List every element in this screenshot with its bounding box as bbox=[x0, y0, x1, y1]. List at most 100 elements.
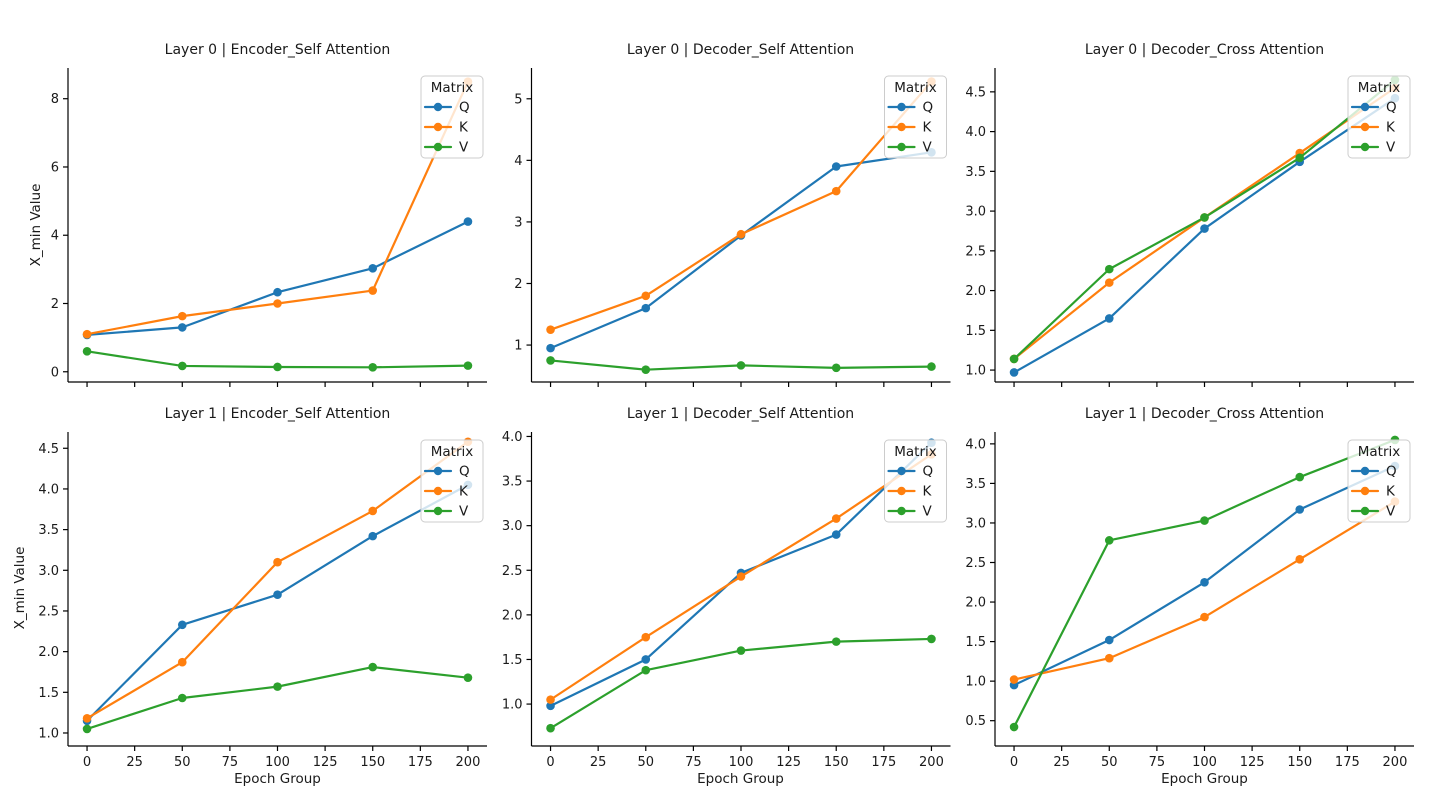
subplot-title-layer0-decoder-self: Layer 0 | Decoder_Self Attention bbox=[626, 42, 855, 58]
y-tick-label: 0.5 bbox=[965, 714, 986, 729]
y-tick-label: 4.5 bbox=[965, 85, 986, 100]
marker-K bbox=[82, 714, 92, 723]
marker-V bbox=[831, 637, 841, 646]
legend-marker-V bbox=[433, 142, 443, 152]
marker-K bbox=[82, 329, 92, 339]
x-tick-label: 50 bbox=[1101, 755, 1118, 770]
subplot-3: 1.0 1.5 2.0 2.5 3.0 3.5 4.0 4.5 0 25 50 75 100 125 150… bbox=[38, 432, 487, 770]
marker-K bbox=[177, 657, 187, 667]
x-tick-label: 200 bbox=[456, 755, 481, 770]
line-Q bbox=[549, 151, 933, 350]
line-K bbox=[1012, 86, 1397, 361]
legend-label-V: V bbox=[1386, 140, 1396, 156]
x-tick-label: 75 bbox=[1149, 755, 1166, 770]
y-tick-label: 3.5 bbox=[38, 523, 59, 538]
line-K bbox=[85, 440, 470, 720]
x-tick-label: 175 bbox=[871, 755, 896, 770]
y-tick-label: 4 bbox=[51, 229, 59, 244]
x-tick-label: 175 bbox=[1335, 755, 1360, 770]
x-tick-label: 0 bbox=[546, 755, 554, 770]
x-tick-label: 75 bbox=[222, 755, 239, 770]
y-tick-label: 1 bbox=[514, 339, 522, 354]
legend-title: Matrix bbox=[431, 444, 474, 460]
y-tick-label: 5 bbox=[514, 92, 522, 107]
y-tick-label: 4.0 bbox=[38, 482, 59, 497]
legend-title: Matrix bbox=[1358, 80, 1401, 96]
y-tick-label: 1.0 bbox=[965, 364, 986, 379]
marker-V bbox=[1200, 516, 1209, 525]
marker-K bbox=[273, 299, 282, 308]
x-tick-label: 100 bbox=[265, 755, 290, 770]
marker-V bbox=[273, 362, 282, 372]
x-tick-label: 200 bbox=[919, 755, 944, 770]
marker-K bbox=[546, 325, 555, 334]
subplot-4: 1.0 1.5 2.0 2.5 3.0 3.5 4.0 0 25 50 75 100 125 150 175… bbox=[502, 430, 951, 770]
marker-Q bbox=[1200, 577, 1209, 587]
marker-V bbox=[1295, 472, 1305, 482]
x-tick-label: 25 bbox=[590, 755, 607, 770]
subplot-1: 1 2 3 4 5 Matrix QKV bbox=[514, 68, 951, 387]
y-tick-label: 3.5 bbox=[965, 165, 986, 180]
x-axis-label-col1: Epoch Group bbox=[697, 771, 784, 787]
marker-Q bbox=[831, 162, 841, 171]
x-tick-label: 100 bbox=[1192, 755, 1217, 770]
legend-marker-Q bbox=[433, 466, 443, 476]
marker-V bbox=[1009, 354, 1019, 364]
y-tick-label: 3.0 bbox=[502, 519, 523, 534]
subplot-0: 0 2 4 6 8 Matrix QKV bbox=[51, 68, 487, 387]
marker-V bbox=[273, 682, 282, 691]
y-tick-label: 2.5 bbox=[38, 604, 59, 619]
marker-K bbox=[831, 514, 841, 523]
marker-K bbox=[368, 286, 378, 295]
legend-marker-K bbox=[897, 486, 906, 496]
marker-K bbox=[1200, 612, 1209, 622]
x-tick-label: 200 bbox=[1383, 755, 1408, 770]
marker-Q bbox=[1295, 505, 1305, 514]
marker-Q bbox=[1009, 368, 1019, 377]
x-tick-label: 50 bbox=[637, 755, 654, 770]
legend-label-Q: Q bbox=[459, 100, 470, 116]
legend-title: Matrix bbox=[894, 444, 937, 460]
x-axis-label-col2: Epoch Group bbox=[1161, 771, 1248, 787]
legend-label-Q: Q bbox=[459, 464, 470, 480]
marker-Q bbox=[368, 531, 378, 541]
marker-V bbox=[927, 362, 936, 371]
legend-marker-Q bbox=[897, 102, 906, 112]
marker-K bbox=[273, 557, 282, 567]
marker-V bbox=[82, 346, 92, 356]
x-tick-label: 150 bbox=[1287, 755, 1312, 770]
marker-V bbox=[1200, 213, 1209, 222]
y-tick-label: 1.5 bbox=[965, 324, 986, 339]
subplot-title-layer0-encoder-self: Layer 0 | Encoder_Self Attention bbox=[164, 42, 391, 58]
y-axis-label-row1: X_min Value bbox=[12, 546, 28, 630]
marker-V bbox=[927, 634, 936, 644]
marker-K bbox=[641, 632, 651, 642]
legend-marker-Q bbox=[433, 102, 443, 112]
marker-Q bbox=[641, 655, 651, 664]
legend-box bbox=[884, 75, 947, 159]
y-tick-label: 1.0 bbox=[38, 726, 59, 741]
legend-box bbox=[1347, 75, 1411, 159]
y-tick-label: 1.5 bbox=[502, 653, 523, 668]
line-Q bbox=[1012, 464, 1397, 687]
marker-Q bbox=[546, 343, 555, 353]
legend: Matrix QKV bbox=[1347, 439, 1411, 523]
legend-marker-V bbox=[433, 506, 443, 516]
legend-label-V: V bbox=[923, 140, 933, 156]
marker-V bbox=[546, 356, 555, 365]
y-tick-label: 1.5 bbox=[965, 635, 986, 650]
marker-V bbox=[177, 693, 187, 703]
marker-V bbox=[177, 361, 187, 371]
legend-label-Q: Q bbox=[923, 100, 934, 116]
subplot-5: 0.5 1.0 1.5 2.0 2.5 3.0 3.5 4.0 0 25 50 75 100 125 150… bbox=[965, 432, 1414, 770]
marker-Q bbox=[273, 590, 282, 599]
legend-label-K: K bbox=[459, 484, 469, 500]
legend-label-Q: Q bbox=[1386, 464, 1397, 480]
y-tick-label: 2 bbox=[514, 277, 522, 292]
legend: Matrix QKV bbox=[884, 75, 947, 159]
legend-marker-Q bbox=[897, 466, 906, 476]
legend-label-K: K bbox=[1386, 120, 1396, 136]
legend-label-V: V bbox=[459, 140, 469, 156]
legend-marker-K bbox=[1360, 122, 1370, 132]
y-tick-label: 4 bbox=[514, 154, 522, 169]
